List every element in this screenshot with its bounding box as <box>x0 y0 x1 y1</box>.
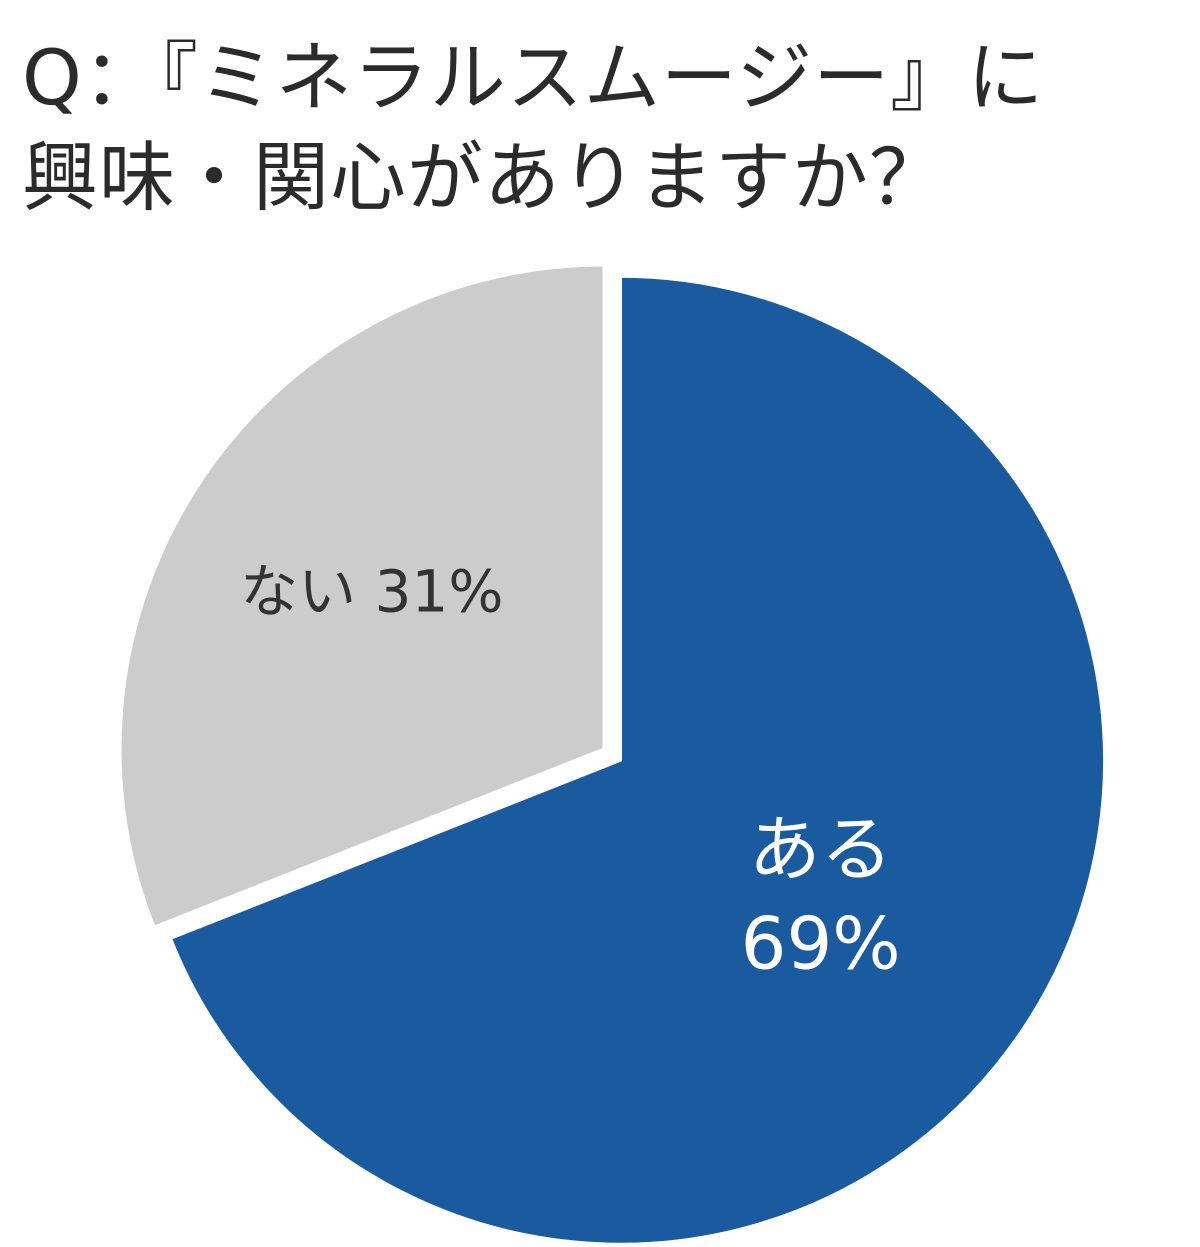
pie-slice-no <box>118 263 606 930</box>
pie-slice-yes <box>168 274 1107 1246</box>
slice-label-line: 69% <box>741 901 901 985</box>
chart-title-line-2: 興味・関心がありますか？ <box>22 133 946 222</box>
slice-label-line: ある <box>749 807 893 891</box>
pie-labels: ある 69% ない 31% <box>240 558 901 986</box>
slice-label-line: ない 31% <box>240 558 503 626</box>
pie-slices <box>118 263 1107 1246</box>
chart-title-line-1: Q：『ミネラルスムージー』に <box>22 33 1045 122</box>
chart-title: Q：『ミネラルスムージー』に 興味・関心がありますか？ <box>22 28 1182 228</box>
slice-label-no: ない 31% <box>240 558 503 626</box>
slice-label-yes: ある 69% <box>741 807 901 985</box>
